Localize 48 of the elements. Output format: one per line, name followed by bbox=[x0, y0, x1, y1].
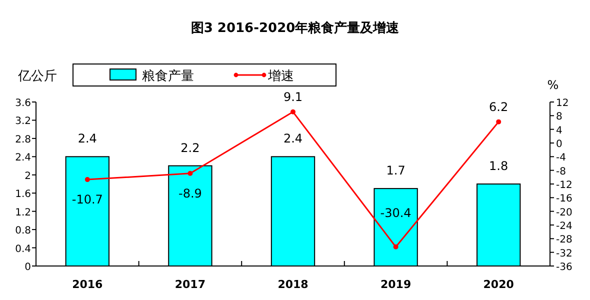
y2-tick-label: -4 bbox=[556, 152, 566, 164]
y2-tick-label: -20 bbox=[556, 207, 572, 218]
data-label: -30.4 bbox=[380, 206, 412, 220]
y2-tick-label: -12 bbox=[556, 180, 572, 191]
y-tick-label: 2 bbox=[24, 170, 31, 182]
y2-tick-label: -36 bbox=[556, 262, 572, 273]
point bbox=[290, 109, 296, 114]
y2-axis-title: % bbox=[547, 78, 559, 92]
title: 图3 2016-2020年粮食产量及增速 bbox=[190, 21, 400, 36]
y-tick-label: 0.8 bbox=[15, 226, 31, 237]
data-label: -10.7 bbox=[72, 192, 103, 207]
y2-tick-label: -24 bbox=[556, 221, 572, 232]
data-label: 1.8 bbox=[489, 159, 508, 173]
data-label: 1.7 bbox=[386, 164, 406, 178]
x-tick-label: 2018 bbox=[278, 278, 308, 291]
y-tick-label: 1.6 bbox=[15, 189, 31, 200]
data-label: 6.2 bbox=[489, 100, 508, 114]
y2-tick-label: -8 bbox=[556, 166, 566, 178]
x-tick-label: 2017 bbox=[174, 278, 206, 291]
y2-tick-label: -32 bbox=[556, 248, 572, 260]
x-tick-label: 2019 bbox=[380, 278, 412, 291]
y2-tick-label: 8 bbox=[556, 112, 562, 123]
y2-tick-label: -16 bbox=[556, 194, 572, 205]
y-tick-label: 3.2 bbox=[15, 116, 31, 128]
y2-tick-label: 0 bbox=[556, 139, 562, 150]
x-tick-label: 2016 bbox=[72, 278, 104, 291]
point bbox=[496, 119, 502, 124]
y-tick-label: 2.8 bbox=[15, 134, 31, 146]
point bbox=[188, 170, 193, 176]
legend-label: 粮食产量 bbox=[142, 69, 194, 84]
y-tick-label: 3.6 bbox=[15, 98, 31, 109]
y-tick-label: 0.4 bbox=[15, 244, 31, 255]
x-tick-label: 2020 bbox=[483, 278, 514, 291]
point bbox=[393, 244, 398, 250]
y2-tick-label: 12 bbox=[556, 98, 569, 109]
point bbox=[84, 177, 90, 182]
y2-tick-label: 4 bbox=[556, 125, 562, 136]
data-label: 2.4 bbox=[283, 132, 303, 146]
y-tick-label: 0 bbox=[24, 262, 31, 273]
y-tick-label: 1.2 bbox=[15, 207, 31, 218]
data-label: 9.1 bbox=[283, 90, 303, 104]
data-label: 2.2 bbox=[180, 140, 200, 155]
legend-label: 增速 bbox=[267, 69, 294, 84]
y-axis-title: 亿公斤 bbox=[17, 69, 57, 84]
data-label: 2.4 bbox=[78, 132, 97, 146]
y-tick-label: 2.4 bbox=[15, 152, 31, 164]
y2-tick-label: -28 bbox=[556, 234, 572, 246]
data-label: -8.9 bbox=[178, 186, 202, 200]
